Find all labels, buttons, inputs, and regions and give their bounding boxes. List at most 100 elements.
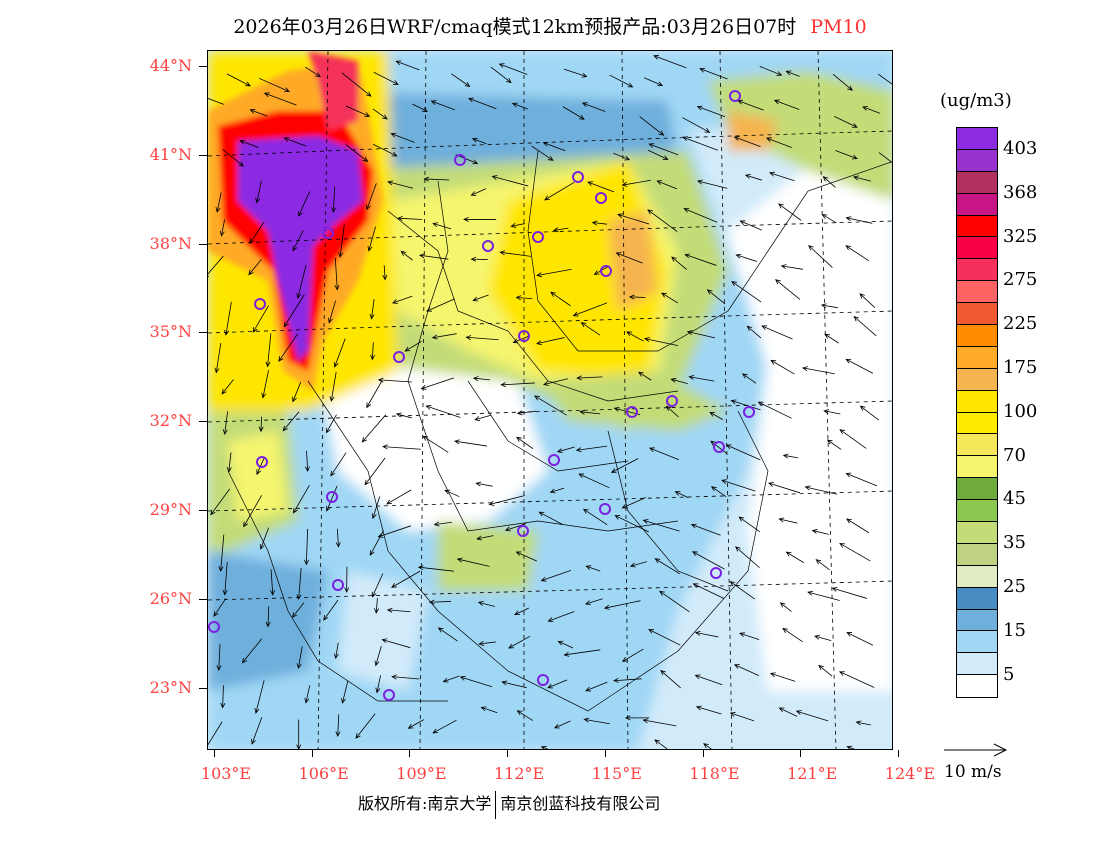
latitude-tick bbox=[199, 598, 207, 600]
wind-arrow bbox=[556, 446, 575, 454]
wind-arrow bbox=[292, 602, 305, 618]
wind-arrow bbox=[304, 685, 311, 704]
map-canvas bbox=[208, 51, 892, 749]
wind-arrow bbox=[397, 215, 423, 221]
wind-arrow bbox=[563, 68, 588, 78]
company-name: 南京创蓝科技有限公司 bbox=[500, 794, 661, 813]
wind-arrow bbox=[583, 717, 610, 725]
wind-arrow bbox=[329, 371, 337, 402]
wind-arrow bbox=[692, 583, 724, 599]
wind-arrow bbox=[364, 457, 386, 486]
wind-arrow bbox=[222, 561, 228, 596]
color-bar-label: 35 bbox=[1003, 532, 1026, 554]
wind-arrow bbox=[392, 295, 413, 304]
wind-arrow bbox=[488, 495, 525, 506]
color-bar-swatch bbox=[957, 237, 997, 260]
city-marker bbox=[729, 90, 741, 102]
latitude-label: 35°N bbox=[149, 322, 192, 342]
wind-arrow bbox=[531, 145, 554, 161]
wind-arrow bbox=[221, 379, 234, 395]
wind-arrow bbox=[296, 646, 303, 670]
wind-arrow bbox=[377, 377, 412, 383]
wind-arrow bbox=[248, 259, 262, 276]
color-bar-swatch bbox=[957, 653, 997, 676]
wind-arrow bbox=[739, 220, 762, 231]
latitude-tick bbox=[199, 687, 207, 689]
latitude-tick bbox=[199, 154, 207, 156]
wind-arrow bbox=[824, 333, 839, 344]
wind-arrow bbox=[777, 203, 802, 221]
wind-arrow bbox=[804, 485, 838, 495]
color-bar-label: 403 bbox=[1003, 137, 1038, 159]
wind-arrow bbox=[444, 489, 460, 498]
wind-arrow bbox=[811, 529, 829, 535]
wind-arrow bbox=[516, 436, 534, 449]
wind-arrow bbox=[846, 745, 855, 749]
wind-arrow bbox=[372, 108, 388, 120]
wind-arrow bbox=[855, 720, 871, 726]
wind-arrow bbox=[878, 152, 892, 163]
wind-arrow bbox=[572, 302, 608, 317]
wind-arrow bbox=[845, 472, 878, 487]
wind-arrow bbox=[374, 645, 382, 667]
wind-arrow bbox=[547, 611, 575, 622]
wind-arrow bbox=[219, 219, 225, 237]
wind-arrow bbox=[369, 298, 375, 320]
wind-arrow bbox=[682, 117, 711, 133]
wind-arrow bbox=[333, 338, 346, 368]
color-bar-label: 15 bbox=[1003, 619, 1026, 641]
wind-arrow bbox=[643, 77, 664, 87]
wind-arrow bbox=[585, 565, 601, 572]
color-bar-swatch bbox=[957, 346, 997, 369]
wind-arrow bbox=[377, 525, 412, 538]
wind-arrow bbox=[323, 599, 339, 621]
wind-arrow bbox=[338, 224, 345, 258]
wind-arrow bbox=[782, 453, 799, 459]
wind-arrow bbox=[735, 253, 757, 262]
longitude-tick bbox=[507, 750, 509, 757]
wind-arrow bbox=[432, 222, 452, 230]
color-bar-swatch bbox=[957, 368, 997, 391]
wind-arrow bbox=[769, 672, 796, 682]
city-marker bbox=[599, 503, 611, 515]
wind-arrow bbox=[820, 303, 838, 309]
longitude-tick bbox=[311, 750, 313, 757]
wind-arrow bbox=[610, 458, 639, 473]
wind-arrow bbox=[465, 335, 499, 341]
wind-arrow bbox=[540, 746, 549, 749]
wind-arrow bbox=[587, 181, 615, 193]
wind-arrow bbox=[258, 77, 290, 93]
wind-arrow bbox=[603, 600, 641, 610]
wind-arrow bbox=[208, 98, 224, 105]
wind-arrow bbox=[226, 73, 251, 87]
longitude-label: 109°E bbox=[396, 764, 447, 783]
color-bar-label: 25 bbox=[1003, 575, 1026, 597]
color-bar bbox=[956, 127, 998, 699]
concentration-field bbox=[208, 51, 892, 749]
wind-arrow bbox=[626, 331, 644, 342]
color-bar-label: 175 bbox=[1003, 356, 1038, 378]
wind-arrow bbox=[249, 109, 268, 117]
wind-arrow bbox=[432, 719, 457, 734]
city-marker bbox=[537, 674, 549, 686]
color-bar-swatch bbox=[957, 478, 997, 501]
wind-arrow bbox=[265, 333, 272, 368]
wind-arrow bbox=[782, 627, 803, 643]
color-bar-label: 325 bbox=[1003, 225, 1038, 247]
wind-arrow bbox=[846, 632, 874, 646]
longitude-label: 103°E bbox=[200, 764, 252, 783]
longitude-tick bbox=[702, 750, 704, 757]
city-marker bbox=[572, 171, 584, 183]
wind-arrow bbox=[261, 370, 269, 399]
wind-arrow bbox=[491, 175, 529, 187]
color-bar-swatch bbox=[957, 303, 997, 326]
wind-arrow bbox=[463, 216, 497, 222]
city-marker bbox=[666, 395, 678, 407]
color-bar-swatch bbox=[957, 281, 997, 304]
wind-arrow bbox=[665, 405, 679, 418]
wind-arrow bbox=[490, 66, 512, 84]
wind-arrow bbox=[292, 230, 304, 252]
wind-arrow bbox=[642, 718, 677, 727]
wind-arrow bbox=[757, 401, 792, 419]
wind-arrow bbox=[785, 70, 800, 77]
